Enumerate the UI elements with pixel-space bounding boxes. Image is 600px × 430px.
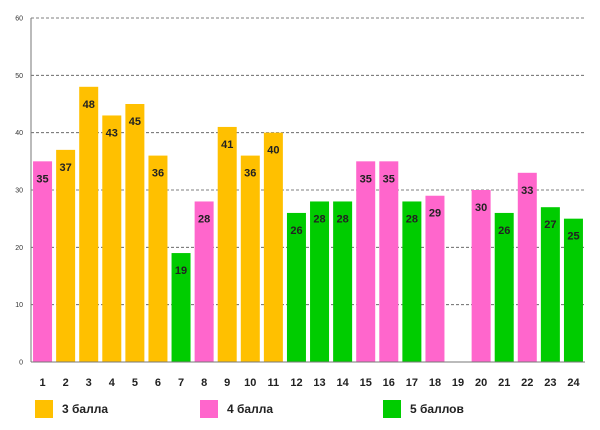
- bar-1: [33, 161, 53, 362]
- bar-18: [425, 195, 445, 362]
- x-tick-9: 9: [224, 377, 230, 389]
- x-tick-16: 16: [383, 377, 395, 389]
- gridlines: [31, 17, 585, 306]
- legend-label-5-ballov: 5 баллов: [410, 402, 464, 416]
- data-label-24: 25: [567, 231, 579, 243]
- data-labels: 35 37 48 43 45 36 19 28 41 36 40 26 28 28 35 35 28 29 30 26…: [36, 99, 579, 277]
- x-tick-10: 10: [244, 377, 256, 389]
- bar-20: [471, 190, 491, 362]
- x-tick-11: 11: [268, 377, 280, 389]
- x-tick-22: 22: [521, 377, 533, 389]
- data-label-9: 41: [221, 139, 233, 151]
- y-tick-20: 20: [15, 245, 23, 252]
- bar-21: [494, 212, 514, 362]
- x-tick-14: 14: [337, 377, 350, 389]
- data-label-17: 28: [406, 213, 418, 225]
- data-label-5: 45: [129, 116, 141, 128]
- bar-8: [194, 201, 214, 362]
- y-tick-50: 50: [15, 73, 23, 80]
- x-tick-23: 23: [544, 377, 556, 389]
- bar-13: [310, 201, 330, 362]
- legend-swatch-4-balla: [200, 400, 218, 418]
- bar-23: [540, 207, 560, 362]
- x-tick-13: 13: [313, 377, 325, 389]
- data-label-14: 28: [337, 213, 349, 225]
- bar-3: [79, 86, 99, 363]
- data-label-3: 48: [83, 99, 95, 111]
- data-label-1: 35: [36, 173, 48, 185]
- y-tick-60: 60: [15, 16, 23, 23]
- bar-9: [217, 126, 237, 362]
- data-label-11: 40: [267, 145, 279, 157]
- data-label-7: 19: [175, 265, 187, 277]
- x-tick-5: 5: [132, 377, 138, 389]
- data-label-15: 35: [360, 173, 372, 185]
- data-label-8: 28: [198, 213, 210, 225]
- x-tick-18: 18: [429, 377, 441, 389]
- y-tick-30: 30: [15, 188, 23, 195]
- x-tick-3: 3: [86, 377, 92, 389]
- bar-7: [171, 253, 191, 362]
- x-tick-2: 2: [63, 377, 69, 389]
- x-tick-4: 4: [109, 377, 116, 389]
- data-label-6: 36: [152, 168, 164, 180]
- legend-swatch-3-balla: [35, 400, 53, 418]
- x-tick-12: 12: [290, 377, 302, 389]
- legend-label-3-balla: 3 балла: [62, 402, 109, 416]
- x-tick-8: 8: [201, 377, 207, 389]
- bar-10: [240, 155, 260, 362]
- legend-label-4-balla: 4 балла: [227, 402, 274, 416]
- data-label-23: 27: [544, 219, 556, 231]
- data-label-16: 35: [383, 173, 395, 185]
- bar-5: [125, 104, 145, 362]
- x-tick-19: 19: [452, 377, 464, 389]
- x-axis-ticks: 1 2 3 4 5 6 7 8 9 10 11 12 13 14 15 16 17 18 19 20 21 22 23 24: [39, 377, 580, 389]
- bar-17: [402, 201, 422, 362]
- data-label-13: 28: [313, 213, 325, 225]
- bar-4: [102, 115, 122, 362]
- legend-swatch-5-ballov: [383, 400, 401, 418]
- bar-14: [333, 201, 353, 362]
- legend-item-3-balla: 3 балла: [35, 400, 108, 418]
- legend-item-5-ballov: 5 баллов: [383, 400, 464, 418]
- data-label-4: 43: [106, 127, 118, 139]
- bar-11: [263, 132, 283, 362]
- bars: [33, 86, 583, 363]
- bar-6: [148, 155, 168, 362]
- x-tick-15: 15: [360, 377, 372, 389]
- x-tick-17: 17: [406, 377, 418, 389]
- data-label-10: 36: [244, 168, 256, 180]
- y-axis-ticks: 0 10 20 30 40 50 60: [15, 16, 23, 367]
- bar-22: [517, 172, 537, 362]
- legend-item-4-balla: 4 балла: [200, 400, 273, 418]
- data-label-2: 37: [60, 162, 72, 174]
- bar-15: [356, 161, 376, 362]
- y-tick-40: 40: [15, 130, 23, 137]
- x-tick-6: 6: [155, 377, 161, 389]
- x-tick-20: 20: [475, 377, 487, 389]
- bar-24: [563, 218, 583, 362]
- data-label-12: 26: [290, 225, 302, 237]
- x-tick-24: 24: [567, 377, 580, 389]
- x-tick-21: 21: [498, 377, 510, 389]
- y-tick-10: 10: [15, 302, 23, 309]
- bar-12: [286, 212, 306, 362]
- y-tick-0: 0: [19, 360, 23, 367]
- x-tick-1: 1: [39, 377, 45, 389]
- bar-16: [379, 161, 399, 362]
- data-label-21: 26: [498, 225, 510, 237]
- data-label-22: 33: [521, 185, 533, 197]
- bar-2: [56, 149, 76, 362]
- data-label-18: 29: [429, 208, 441, 220]
- x-tick-7: 7: [178, 377, 184, 389]
- data-label-20: 30: [475, 202, 487, 214]
